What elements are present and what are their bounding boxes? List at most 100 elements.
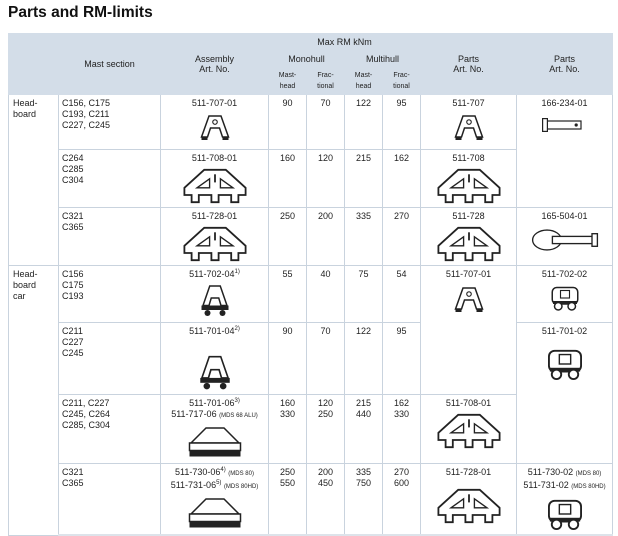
col-assembly: Assembly Art. No.: [160, 33, 269, 95]
mono-masthead: 160 330: [268, 394, 307, 464]
headboard-icon: [200, 113, 230, 143]
col-parts-2: Parts Art. No.: [516, 33, 613, 95]
multi-fractional: 95: [382, 94, 421, 150]
headboard-car-icon: [198, 355, 232, 391]
parts-art-no: 511-707-01: [445, 269, 492, 279]
parts-cell: 511-728: [420, 207, 517, 266]
parts-art-no: 511-728-01: [445, 467, 492, 477]
parts2-art-no-b: 511-731-02 (MDS 80HD): [523, 480, 606, 490]
col-multihull: Multihull: [344, 50, 421, 67]
mast-section: C321 C365: [58, 207, 161, 266]
mono-fractional: 120 250: [306, 394, 345, 464]
mono-fractional: 200: [306, 207, 345, 266]
col-multi-masthead: Mast-head: [344, 66, 383, 95]
multi-fractional: 162: [382, 149, 421, 208]
mono-masthead: 90: [268, 94, 307, 150]
assembly-cell: 511-701-063) 511-717-06 (MDS 68 ALU): [160, 394, 269, 464]
parts2-art-no: 511-701-02: [541, 326, 588, 336]
assembly-cell: 511-708-01: [160, 149, 269, 208]
plate-car-icon: [185, 426, 245, 460]
assembly-cell: 511-701-042): [160, 322, 269, 395]
parts2-art-no: 166-234-01: [541, 98, 588, 108]
table-row: C264 C285 C304 511-708-01 160 120 215 16…: [9, 149, 613, 208]
col-mono-masthead: Mast-head: [268, 66, 307, 95]
parts-art-no: 511-707: [452, 98, 485, 108]
assembly-art-no: 511-701-063): [189, 398, 240, 408]
mast-section: C156 C175 C193: [58, 265, 161, 323]
table-row: Head- board C156, C175 C193, C211 C227, …: [8, 94, 613, 266]
col-multi-fractional: Frac-tional: [382, 66, 421, 95]
plate-icon: [179, 168, 251, 204]
multi-fractional: 95: [382, 322, 421, 395]
parts-cell: 511-708: [420, 149, 517, 208]
assembly-art-no: 511-707-01: [191, 98, 238, 108]
assembly-art-no: 511-701-042): [189, 326, 240, 336]
parts2-cell: 166-234-01: [516, 94, 613, 208]
parts-label: Parts: [457, 54, 479, 64]
assembly-art-no-b: 511-731-065) (MDS 80HD): [170, 480, 259, 490]
multi-fractional: 270: [382, 207, 421, 266]
table-row: C321 C365 511-730-064) (MDS 80) 511-731-0…: [9, 463, 613, 536]
page-title: Parts and RM-limits: [8, 4, 153, 21]
parts-table: Mast section Assembly Art. No. Max RM kNm…: [8, 33, 613, 536]
pin-with-ring-icon: [529, 226, 601, 254]
plate-icon: [433, 413, 505, 449]
art-no-label: Art. No.: [453, 64, 484, 74]
col-monohull: Monohull: [268, 50, 345, 67]
headboard-icon: [454, 113, 484, 143]
headboard-car-icon: [200, 284, 230, 318]
assembly-cell: 511-707-01: [160, 94, 269, 150]
parts2-art-no: 165-504-01: [541, 211, 588, 221]
col-mono-fractional: Frac-tional: [306, 66, 345, 95]
assembly-cell: 511-702-041): [160, 265, 269, 323]
car-icon: [545, 347, 585, 381]
mast-section: C321 C365: [58, 463, 161, 536]
parts-cell: 511-707: [420, 94, 517, 150]
multi-fractional: 54: [382, 265, 421, 323]
car-icon: [550, 284, 580, 312]
art-no-label: Art. No.: [549, 64, 580, 74]
assembly-label: Assembly: [194, 54, 234, 64]
assembly-art-no-b: 511-717-06 (MDS 68 ALU): [171, 409, 258, 419]
table-row: Head- board car C156 C175 C193 511-702-0…: [8, 265, 613, 536]
parts2-cell: 511-701-02: [516, 322, 613, 464]
mono-fractional: 70: [306, 94, 345, 150]
mono-masthead: 90: [268, 322, 307, 395]
mono-masthead: 55: [268, 265, 307, 323]
parts2-art-no: 511-730-02 (MDS 80): [527, 467, 602, 477]
multi-masthead: 215 440: [344, 394, 383, 464]
mast-section: C211 C227 C245: [58, 322, 161, 395]
assembly-art-no: 511-708-01: [191, 153, 238, 163]
multi-fractional: 270 600: [382, 463, 421, 536]
parts2-art-no: 511-702-02: [541, 269, 588, 279]
parts-cell: 511-728-01: [420, 463, 517, 536]
group-headboard: Head- board: [8, 94, 59, 266]
col-max-rm: Max RM kNm: [268, 33, 421, 51]
mono-masthead: 250 550: [268, 463, 307, 536]
mono-fractional: 40: [306, 265, 345, 323]
mast-section: C211, C227 C245, C264 C285, C304: [58, 394, 161, 464]
multi-masthead: 75: [344, 265, 383, 323]
mast-section: C264 C285 C304: [58, 149, 161, 208]
multi-fractional: 162 330: [382, 394, 421, 464]
parts-art-no: 511-728: [452, 211, 485, 221]
assembly-art-no: 511-702-041): [189, 269, 240, 279]
parts-label: Parts: [553, 54, 575, 64]
plate-icon: [179, 226, 251, 262]
parts2-cell: 165-504-01: [516, 207, 613, 266]
plate-icon: [433, 226, 505, 262]
multi-masthead: 335 750: [344, 463, 383, 536]
mono-masthead: 250: [268, 207, 307, 266]
parts-art-no: 511-708-01: [445, 398, 492, 408]
table-row: C211 C227 C245 511-701-042) 90 70 122 95…: [9, 322, 613, 464]
assembly-cell: 511-728-01: [160, 207, 269, 266]
mono-fractional: 200 450: [306, 463, 345, 536]
art-no-label: Art. No.: [199, 64, 230, 74]
mono-fractional: 120: [306, 149, 345, 208]
group-headboard-car: Head- board car: [8, 265, 59, 536]
table-row: C211, C227 C245, C264 C285, C304 511-701…: [9, 394, 613, 464]
multi-masthead: 122: [344, 322, 383, 395]
assembly-art-no: 511-728-01: [191, 211, 238, 221]
multi-masthead: 335: [344, 207, 383, 266]
parts-art-no: 511-708: [452, 153, 485, 163]
